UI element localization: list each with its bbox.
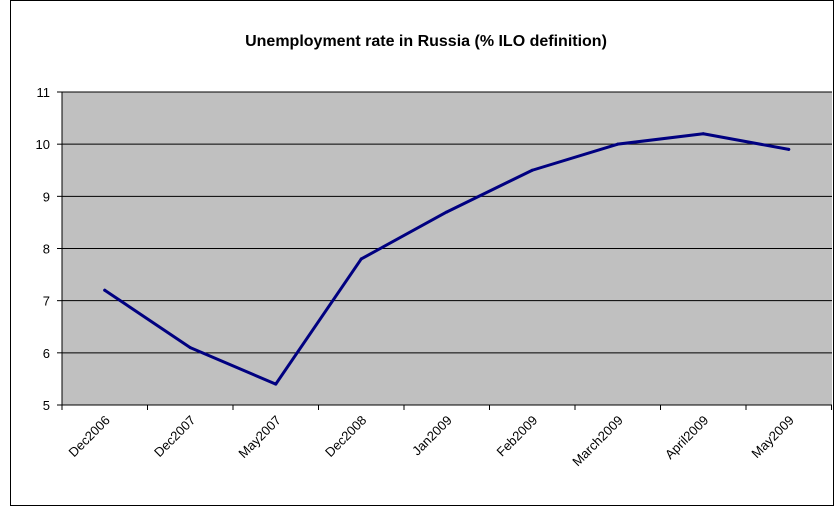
x-tick-label: Dec2008 — [322, 413, 369, 460]
x-tick-label: May2007 — [235, 413, 283, 461]
x-tick-label: Dec2007 — [151, 413, 198, 460]
x-tick-label: April2009 — [662, 413, 711, 462]
data-point — [530, 168, 534, 172]
data-point — [359, 257, 363, 261]
gridlines — [62, 91, 832, 354]
data-point — [445, 210, 449, 214]
x-tick-label: Jan2009 — [409, 413, 455, 459]
series-layer — [103, 132, 791, 386]
y-tick-label: 6 — [43, 346, 50, 361]
data-point — [188, 346, 192, 350]
y-tick-label: 10 — [36, 137, 50, 152]
y-tick-label: 7 — [43, 294, 50, 309]
data-point — [701, 132, 705, 136]
data-point — [103, 288, 107, 292]
x-tick-labels: Dec2006 Dec2007 May2007 Dec2008 Jan2009 Feb20… — [65, 413, 796, 470]
chart-title: Unemployment rate in Russia (% ILO defin… — [245, 33, 607, 50]
x-tick-label: Dec2006 — [65, 413, 112, 460]
y-tick-label: 8 — [43, 242, 50, 257]
x-tick-label: May2009 — [748, 413, 796, 461]
data-point — [787, 147, 791, 151]
data-point — [274, 382, 278, 386]
y-tick-label: 9 — [43, 189, 50, 204]
x-tick-label: Feb2009 — [493, 413, 540, 460]
x-tick-label: March2009 — [569, 413, 626, 470]
y-tick-labels: 5 6 7 8 9 10 11 — [36, 85, 50, 413]
y-tick-label: 11 — [37, 85, 51, 100]
axes — [57, 91, 832, 410]
y-tick-label: 5 — [43, 398, 50, 413]
data-point — [616, 142, 620, 146]
